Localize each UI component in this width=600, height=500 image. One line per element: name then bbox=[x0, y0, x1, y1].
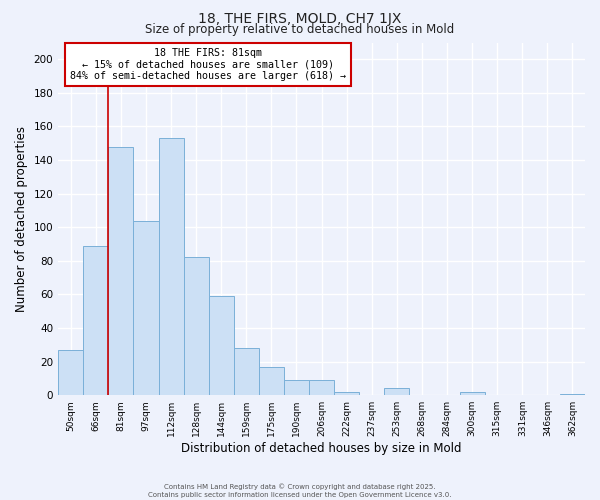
Bar bbox=[334, 392, 359, 395]
Text: 18, THE FIRS, MOLD, CH7 1JX: 18, THE FIRS, MOLD, CH7 1JX bbox=[199, 12, 401, 26]
Bar bbox=[184, 258, 209, 395]
Bar bbox=[234, 348, 259, 395]
Text: Size of property relative to detached houses in Mold: Size of property relative to detached ho… bbox=[145, 22, 455, 36]
Bar bbox=[309, 380, 334, 395]
Bar bbox=[560, 394, 585, 395]
Text: 18 THE FIRS: 81sqm
← 15% of detached houses are smaller (109)
84% of semi-detach: 18 THE FIRS: 81sqm ← 15% of detached hou… bbox=[70, 48, 346, 81]
Bar bbox=[83, 246, 109, 395]
Text: Contains HM Land Registry data © Crown copyright and database right 2025.
Contai: Contains HM Land Registry data © Crown c… bbox=[148, 484, 452, 498]
Bar bbox=[284, 380, 309, 395]
Bar bbox=[58, 350, 83, 395]
Bar bbox=[158, 138, 184, 395]
Bar bbox=[460, 392, 485, 395]
Bar bbox=[109, 146, 133, 395]
Bar bbox=[385, 388, 409, 395]
X-axis label: Distribution of detached houses by size in Mold: Distribution of detached houses by size … bbox=[181, 442, 462, 455]
Y-axis label: Number of detached properties: Number of detached properties bbox=[15, 126, 28, 312]
Bar bbox=[259, 366, 284, 395]
Bar bbox=[209, 296, 234, 395]
Bar bbox=[133, 220, 158, 395]
